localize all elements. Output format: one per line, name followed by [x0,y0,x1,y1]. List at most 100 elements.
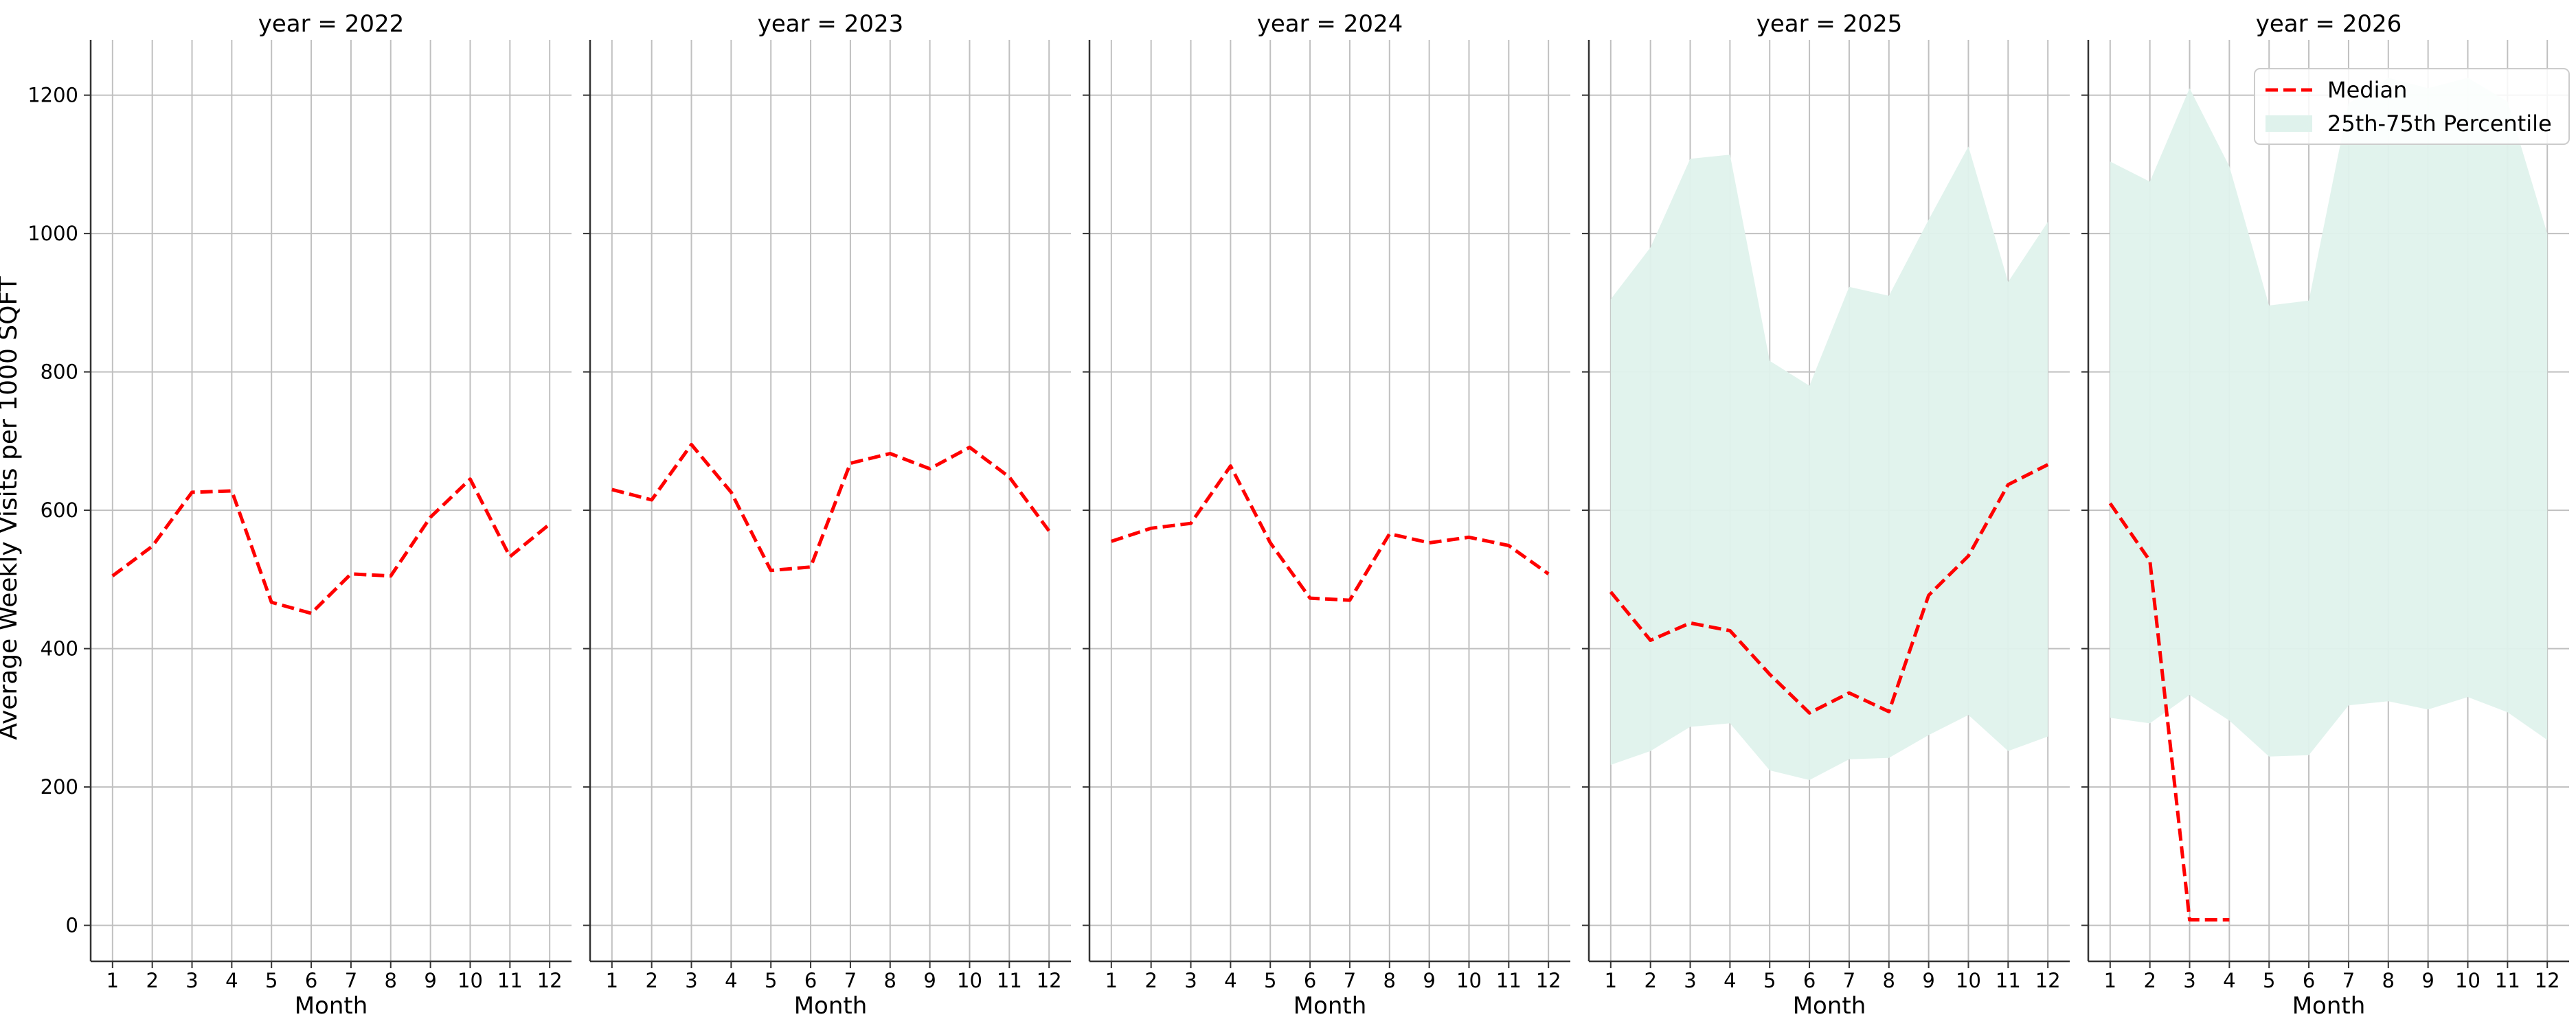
x-tick-label: 10 [1956,969,1981,992]
median-point [1887,709,1891,713]
median-point [1047,529,1051,533]
median-point [2046,463,2050,467]
x-axis-label: Month [2292,992,2366,1020]
median-point [508,555,512,559]
x-tick-label: 7 [345,969,357,992]
median-point [610,488,614,492]
panel-title: year = 2024 [1257,10,1403,38]
median-point [309,611,313,615]
x-tick-label: 2 [1644,969,1656,992]
median-point [1268,540,1272,545]
median-point [1927,593,1931,597]
x-tick-label: 8 [1883,969,1895,992]
median-point [269,600,273,604]
x-tick-label: 11 [1496,969,1522,992]
y-tick-label: 0 [66,914,78,937]
median-line [611,442,1051,573]
x-tick-label: 5 [1763,969,1776,992]
x-tick-label: 12 [1536,969,1561,992]
median-point [928,467,932,471]
x-tick-label: 9 [424,969,436,992]
median-point [1149,526,1153,530]
x-tick-label: 11 [2495,969,2520,992]
x-tick-label: 12 [1037,969,1062,992]
x-tick-label: 10 [957,969,982,992]
x-tick-label: 3 [185,969,198,992]
median-point [389,574,393,578]
median-point [190,490,194,494]
x-tick-label: 1 [2104,969,2116,992]
median-point [547,522,552,526]
median-point [2108,501,2112,505]
median-point [650,498,654,502]
median-point [1109,539,1114,543]
x-tick-label: 1 [106,969,119,992]
median-point [111,574,115,578]
x-tick-label: 4 [225,969,238,992]
x-tick-label: 10 [2455,969,2481,992]
panel-title: year = 2025 [1756,10,1902,38]
legend-band-swatch [2266,115,2312,132]
x-tick-label: 9 [923,969,936,992]
x-tick-label: 12 [2535,969,2560,992]
median-point [769,569,773,573]
x-tick-label: 10 [457,969,483,992]
x-tick-label: 4 [1224,969,1236,992]
median-point [1847,691,1851,695]
x-tick-label: 2 [146,969,158,992]
x-tick-label: 1 [1605,969,1617,992]
median-point [1506,543,1511,547]
median-point [1767,672,1772,676]
x-tick-label: 1 [606,969,618,992]
median-point [229,489,234,493]
legend-band-label: 25th-75th Percentile [2327,111,2552,137]
median-point [1546,572,1550,576]
x-tick-label: 8 [884,969,896,992]
median-point [729,490,733,494]
y-tick-label: 400 [41,637,78,661]
x-tick-label: 6 [804,969,817,992]
legend-box [2254,68,2570,145]
median-point [1609,590,1613,594]
x-tick-label: 10 [1456,969,1482,992]
x-tick-label: 11 [497,969,523,992]
x-tick-label: 7 [1843,969,1855,992]
median-point [2006,483,2010,487]
median-point [1966,554,1970,558]
x-tick-label: 2 [1144,969,1157,992]
median-point [1189,521,1193,525]
y-axis-label: Average Weekly Visits per 1000 SQFT [0,275,23,740]
y-tick-label: 800 [41,360,78,384]
x-tick-label: 12 [2035,969,2061,992]
median-point [1807,711,1811,715]
facet-panels: 1 2 3 4 5 6 7 8 9 10 11 12020040060080010001200year… [27,10,2569,1020]
x-axis-label: Month [1293,992,1367,1020]
x-tick-label: 6 [2303,969,2315,992]
x-tick-label: 6 [1803,969,1816,992]
x-axis-label: Month [1793,992,1866,1020]
median-point [349,572,353,576]
panel-title: year = 2026 [2256,10,2402,38]
x-tick-label: 9 [1922,969,1934,992]
x-tick-label: 12 [537,969,563,992]
median-point [1228,464,1232,468]
median-point [2148,559,2152,563]
x-tick-label: 1 [1105,969,1118,992]
x-tick-label: 9 [1423,969,1435,992]
median-point [2227,918,2231,922]
x-tick-label: 8 [1383,969,1396,992]
x-tick-label: 5 [265,969,278,992]
y-tick-label: 600 [41,499,78,522]
median-point [967,445,971,449]
legend-median-label: Median [2327,77,2407,103]
x-tick-label: 7 [844,969,857,992]
y-tick-label: 200 [41,775,78,799]
x-tick-label: 4 [2223,969,2235,992]
median-point [1728,628,1732,632]
x-tick-label: 6 [1304,969,1316,992]
median-point [888,451,892,455]
percentile-band [2110,78,2548,757]
median-point [1388,531,1392,536]
